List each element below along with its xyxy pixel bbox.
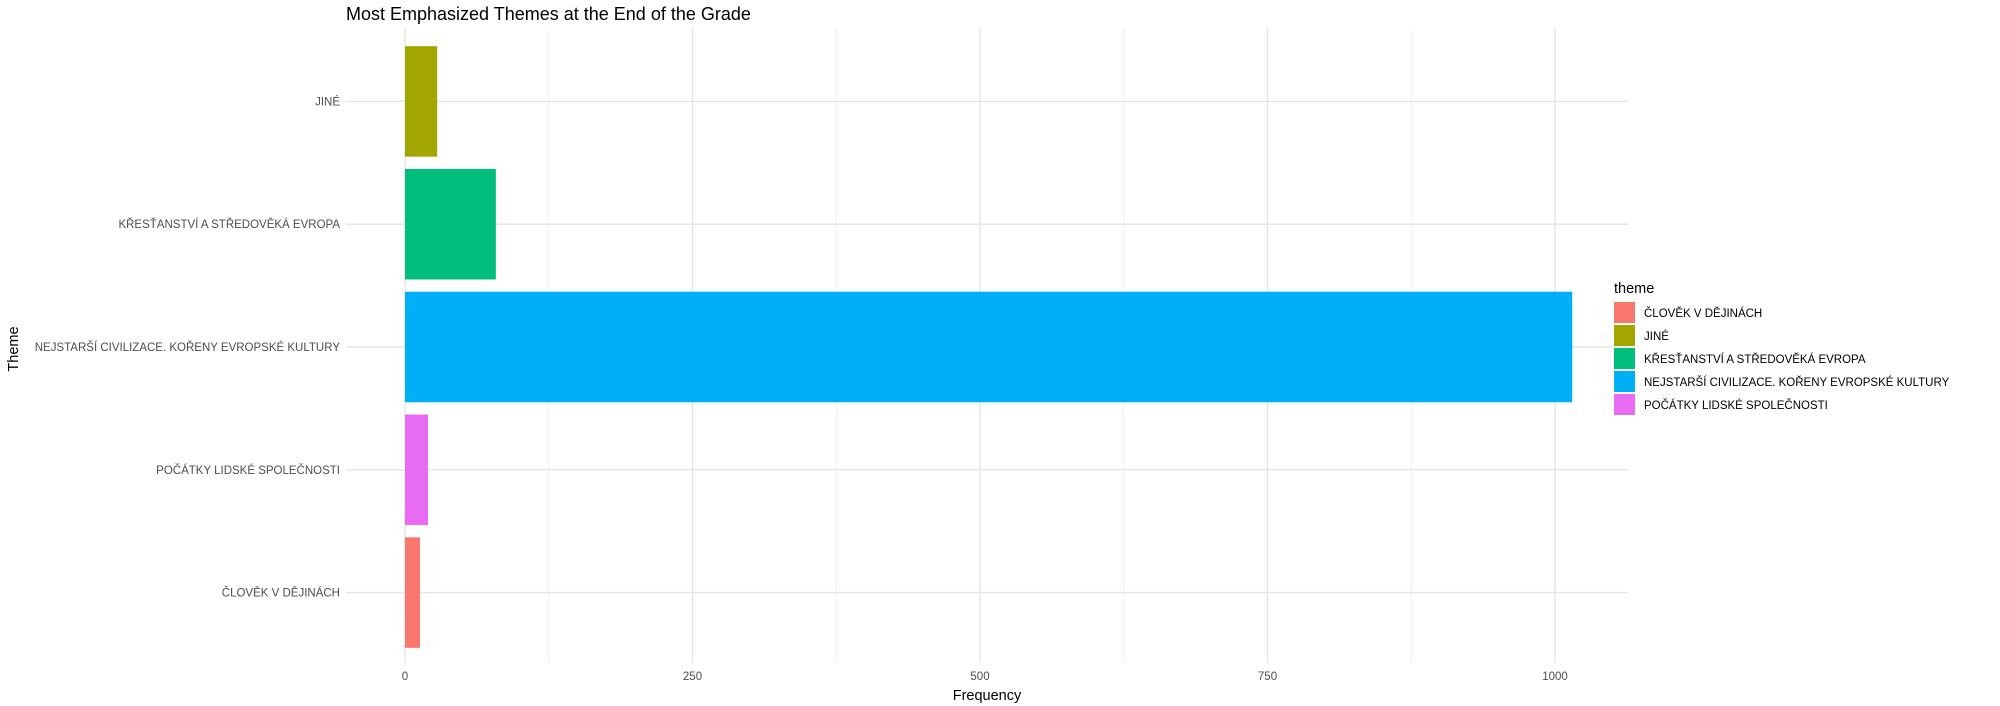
x-tick-label: 1000 <box>1542 671 1568 683</box>
legend-key <box>1614 302 1635 323</box>
legend-label: POČÁTKY LIDSKÉ SPOLEČNOSTI <box>1644 399 1828 412</box>
legend-label: JINÉ <box>1644 330 1669 343</box>
bar <box>405 46 438 157</box>
y-tick-labels: ČLOVĚK V DĚJINÁCH POČÁTKY LIDSKÉ SPOLEČNO… <box>35 95 341 599</box>
bar <box>405 291 1573 403</box>
legend-label: KŘESŤANSTVÍ A STŘEDOVĚKÁ EVROPA <box>1644 353 1866 366</box>
x-tick-labels: 0 250 500 750 1000 <box>402 671 1568 683</box>
x-tick-label: 750 <box>1258 671 1277 683</box>
y-tick-label: KŘESŤANSTVÍ A STŘEDOVĚKÁ EVROPA <box>118 218 340 231</box>
legend-label: ČLOVĚK V DĚJINÁCH <box>1644 307 1762 320</box>
legend-key <box>1614 371 1635 392</box>
legend-key <box>1614 348 1635 369</box>
x-tick-label: 500 <box>970 671 989 683</box>
legend-key <box>1614 394 1635 415</box>
bar <box>405 537 420 648</box>
legend: theme ČLOVĚK V DĚJINÁCH JINÉ KŘESŤANSTVÍ A… <box>1614 281 1950 415</box>
y-axis-title: Theme <box>6 326 22 371</box>
y-tick-label: ČLOVĚK V DĚJINÁCH <box>222 587 340 600</box>
y-tick-label: JINÉ <box>315 95 340 108</box>
x-tick-label: 250 <box>683 671 702 683</box>
legend-title: theme <box>1614 281 1654 297</box>
x-tick-label: 0 <box>402 671 408 683</box>
chart-title: Most Emphasized Themes at the End of the… <box>346 4 751 24</box>
bars <box>405 46 1573 648</box>
x-axis-title: Frequency <box>953 688 1022 704</box>
y-tick-label: NEJSTARŠÍ CIVILIZACE. KOŘENY EVROPSKÉ KU… <box>35 341 341 354</box>
y-tick-label: POČÁTKY LIDSKÉ SPOLEČNOSTI <box>156 464 340 477</box>
bar <box>405 414 428 526</box>
legend-label: NEJSTARŠÍ CIVILIZACE. KOŘENY EVROPSKÉ KU… <box>1644 376 1950 389</box>
legend-key <box>1614 325 1635 346</box>
bar <box>405 168 496 280</box>
